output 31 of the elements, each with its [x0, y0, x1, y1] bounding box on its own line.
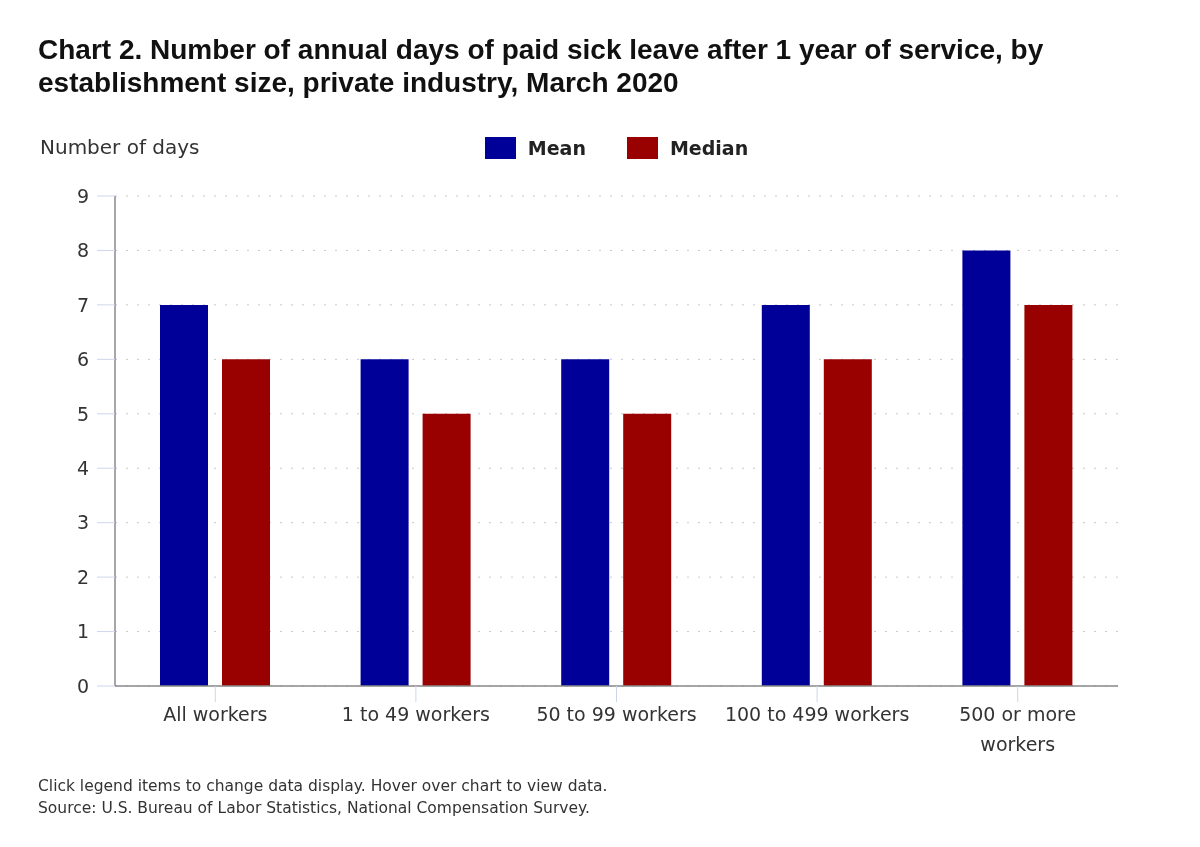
bar	[422, 413, 471, 686]
bar	[962, 250, 1011, 686]
x-tick-label: 100 to 499 workers	[724, 703, 910, 726]
y-tick-label: 7	[76, 293, 89, 316]
y-tick-label: 2	[76, 565, 89, 588]
bar	[222, 359, 270, 686]
text: Click legend items to change data display. Hover over chart to view data.	[38, 776, 608, 797]
bar	[761, 304, 810, 686]
legend-label: Median	[669, 137, 749, 159]
bar	[623, 413, 672, 686]
bar	[1024, 304, 1073, 686]
y-tick-label: 1	[76, 620, 89, 643]
y-tick-label: 8	[76, 239, 89, 262]
x-tick-label: 1 to 49 workers	[341, 703, 490, 726]
y-tick-label: 5	[76, 402, 89, 425]
bar	[360, 359, 409, 686]
bar	[823, 359, 872, 686]
y-tick-label: 9	[76, 184, 89, 207]
x-tick-label: All workers	[163, 703, 268, 726]
legend-label: Mean	[527, 137, 586, 159]
source-note: Source: U.S. Bureau of Labor Statistics, National Compensation Survey.	[38, 798, 591, 819]
y-tick-label: 0	[76, 674, 89, 697]
x-tick-label: 500 or more workers	[959, 703, 1077, 756]
bar	[561, 359, 610, 686]
y-axis-title: Number of days	[40, 134, 200, 160]
y-tick-label: 6	[76, 348, 89, 371]
x-tick-label: 50 to 99 workers	[536, 703, 697, 726]
bar	[160, 304, 208, 686]
y-tick-label: 4	[76, 456, 89, 479]
chart-title: Chart 2. Number of annual days of paid sick leave after 1 year of service, by establishment size, private industry, March 2020	[38, 33, 1045, 99]
y-tick-label: 3	[76, 511, 89, 534]
